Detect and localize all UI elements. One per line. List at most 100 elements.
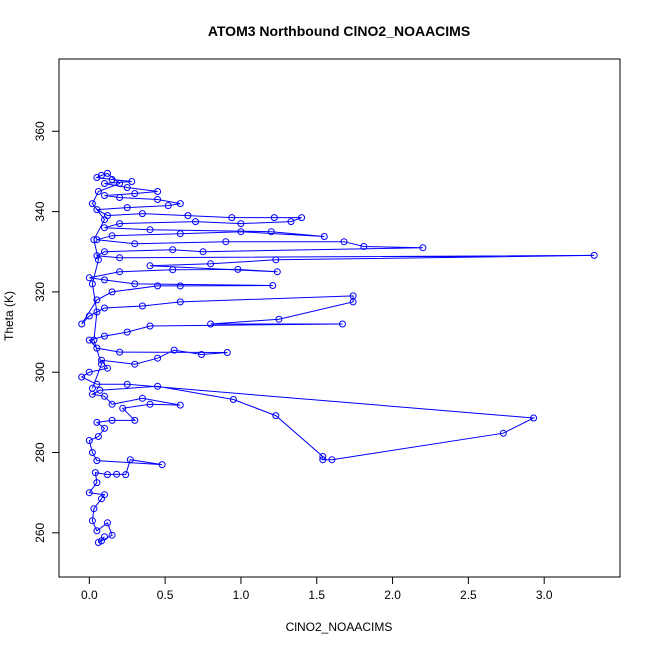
- data-point: [104, 519, 111, 527]
- data-point: [104, 471, 111, 479]
- data-point: [98, 537, 105, 545]
- data-point: [199, 248, 207, 256]
- x-tick-label: 2.5: [460, 588, 477, 602]
- y-tick-label: 280: [33, 442, 47, 462]
- x-tick-label: 2.0: [384, 588, 401, 602]
- data-point: [176, 200, 184, 208]
- data-point: [101, 248, 108, 256]
- data-point: [154, 282, 162, 290]
- data-point: [590, 251, 598, 259]
- data-point: [101, 192, 108, 199]
- x-tick-label: 1.5: [308, 588, 325, 602]
- data-point: [154, 188, 162, 195]
- data-point: [234, 265, 242, 273]
- data-point: [78, 320, 86, 328]
- data-point: [93, 236, 101, 244]
- data-point: [116, 254, 124, 262]
- data-point: [123, 328, 131, 336]
- data-point: [93, 308, 101, 316]
- data-point: [93, 252, 101, 260]
- x-tick-label: 0.5: [157, 588, 174, 602]
- data-point: [272, 412, 280, 420]
- data-point: [272, 256, 280, 264]
- data-point: [158, 461, 166, 469]
- data-point: [104, 364, 111, 372]
- data-point: [108, 400, 116, 408]
- data-point: [222, 238, 230, 246]
- data-point: [116, 268, 124, 276]
- x-axis-label: ClNO2_NOAACIMS: [286, 620, 393, 634]
- data-point: [93, 479, 101, 487]
- data-point: [108, 176, 116, 183]
- data-point: [237, 228, 245, 236]
- data-point: [85, 368, 93, 376]
- data-point: [90, 505, 98, 513]
- data-point: [88, 384, 96, 392]
- data-point: [237, 220, 245, 228]
- data-point: [85, 274, 93, 282]
- data-point: [360, 243, 368, 250]
- data-point: [228, 214, 236, 222]
- data-point: [98, 171, 105, 179]
- data-point: [164, 202, 172, 210]
- data-point: [223, 349, 231, 356]
- data-point: [275, 315, 283, 323]
- data-point: [108, 288, 116, 296]
- y-tick-label: 300: [33, 362, 47, 382]
- data-point: [93, 380, 101, 388]
- data-series: [78, 169, 598, 546]
- data-point: [101, 392, 108, 400]
- data-point: [198, 351, 205, 358]
- data-point: [138, 394, 146, 402]
- data-point: [96, 386, 104, 394]
- data-point: [419, 244, 427, 252]
- data-point: [131, 416, 139, 424]
- data-point: [116, 194, 124, 201]
- data-point: [93, 418, 101, 426]
- data-point: [88, 280, 96, 288]
- data-point: [108, 232, 116, 240]
- x-tick-label: 3.0: [536, 588, 553, 602]
- data-point: [126, 456, 134, 464]
- data-point: [273, 268, 281, 276]
- data-point: [104, 169, 111, 177]
- data-point: [85, 336, 93, 344]
- data-point: [319, 456, 327, 464]
- data-point: [131, 360, 139, 368]
- data-point: [169, 246, 177, 254]
- data-point: [229, 396, 237, 403]
- data-point: [146, 262, 154, 270]
- data-point: [116, 348, 124, 356]
- data-point: [93, 296, 101, 304]
- y-tick-label: 320: [33, 282, 47, 302]
- y-tick-label: 360: [33, 121, 47, 141]
- y-axis: 260 280 300 320 340 360: [33, 121, 60, 543]
- data-point: [207, 260, 215, 268]
- data-point: [319, 453, 327, 460]
- data-point: [176, 230, 184, 238]
- data-point: [88, 449, 96, 456]
- data-point: [101, 491, 108, 499]
- data-point: [128, 178, 136, 185]
- data-point: [320, 233, 328, 240]
- data-point: [119, 404, 127, 412]
- data-point: [108, 531, 116, 539]
- data-point: [267, 228, 275, 236]
- data-point: [94, 256, 102, 264]
- x-axis: 0.0 0.5 1.0 1.5 2.0 2.5 3.0: [81, 576, 553, 602]
- data-point: [154, 382, 162, 390]
- data-point: [98, 356, 105, 364]
- data-point: [340, 238, 348, 246]
- data-point: [131, 240, 139, 248]
- data-point: [91, 469, 99, 477]
- data-point: [101, 216, 108, 224]
- data-point: [88, 200, 96, 208]
- data-point: [116, 220, 124, 228]
- data-point: [78, 373, 86, 381]
- data-point: [154, 354, 162, 362]
- data-point: [90, 336, 98, 344]
- data-point: [269, 282, 277, 289]
- data-point: [154, 196, 162, 203]
- data-point: [287, 218, 295, 226]
